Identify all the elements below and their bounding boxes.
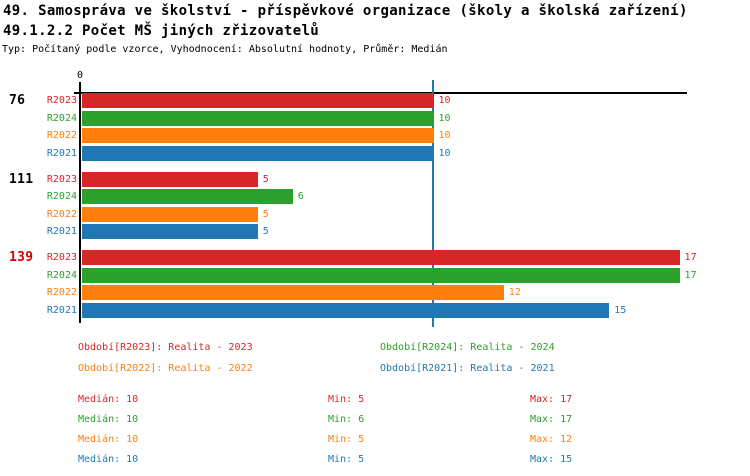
stat-max: Max: 17	[530, 393, 573, 405]
bar-value-label: 5	[262, 173, 269, 185]
bar-value-label: 12	[508, 287, 521, 298]
bar	[82, 145, 434, 161]
bar-series-label: R2022	[46, 208, 77, 220]
bar	[82, 285, 504, 300]
stat-min: Min: 5	[328, 433, 365, 445]
legend-item-r2024: Období[R2024]: Realita - 2024	[380, 342, 555, 353]
bar	[82, 250, 680, 265]
group-label: 76	[9, 93, 26, 108]
median-line	[432, 80, 434, 327]
bar-series-label: R2022	[46, 287, 77, 298]
bar	[82, 110, 434, 126]
stat-median: Medián: 10	[78, 393, 139, 405]
bar	[82, 93, 434, 108]
bar-value-label: 17	[684, 269, 697, 281]
stat-median: Medián: 10	[78, 453, 139, 465]
chart-area: 0 76 R2023 10 R2024 10 R2022 10 R2021 10 111 R2023…	[9, 70, 697, 327]
group-label: 111	[9, 171, 34, 187]
y-axis-line	[79, 82, 81, 323]
stat-median: Medián: 10	[78, 433, 139, 445]
meta-line: Typ: Počítaný podle vzorce, Vyhodnocení:…	[2, 44, 448, 55]
bar-series-label: R2023	[46, 173, 77, 185]
stat-median: Medián: 10	[78, 413, 139, 425]
axis-zero-label: 0	[76, 70, 84, 81]
stat-max: Max: 15	[530, 453, 573, 465]
bar-series-label: R2023	[46, 95, 77, 106]
bar	[82, 128, 434, 143]
page-title: 49. Samospráva ve školství - příspěvkové…	[3, 3, 688, 19]
legend-item-r2023: Období[R2023]: Realita - 2023	[78, 342, 253, 353]
stat-min: Min: 5	[328, 393, 365, 405]
stat-max: Max: 12	[530, 433, 573, 445]
page-subtitle: 49.1.2.2 Počet MŠ jiných zřizovatelů	[3, 23, 320, 39]
bar-series-label: R2021	[46, 304, 77, 316]
bar-series-label: R2022	[46, 130, 77, 141]
bar-series-label: R2024	[46, 191, 77, 202]
stat-min: Min: 5	[328, 453, 365, 465]
legend-item-r2021: Období[R2021]: Realita - 2021	[380, 363, 555, 374]
bar-value-label: 5	[262, 226, 269, 237]
bar-value-label: 5	[262, 208, 269, 220]
bar-value-label: 10	[438, 112, 451, 124]
bar-series-label: R2021	[46, 226, 77, 237]
stat-max: Max: 17	[530, 413, 573, 425]
bar-value-label: 6	[297, 191, 304, 202]
group-label: 139	[9, 250, 34, 265]
bar-value-label: 10	[438, 95, 451, 106]
bar-series-label: R2023	[46, 252, 77, 263]
bar-series-label: R2024	[46, 112, 77, 124]
bar-value-label: 15	[614, 304, 627, 316]
bar	[82, 189, 293, 204]
bar-value-label: 10	[438, 130, 451, 141]
bar	[82, 267, 680, 283]
bar-value-label: 17	[684, 252, 697, 263]
bar	[82, 171, 258, 187]
bar-series-label: R2021	[46, 147, 77, 159]
bar-series-label: R2024	[46, 269, 77, 281]
bar	[82, 224, 258, 239]
bar-value-label: 10	[438, 147, 451, 159]
legend-item-r2022: Období[R2022]: Realita - 2022	[78, 363, 253, 374]
bar	[82, 206, 258, 222]
bar	[82, 302, 610, 318]
stat-min: Min: 6	[328, 413, 365, 425]
